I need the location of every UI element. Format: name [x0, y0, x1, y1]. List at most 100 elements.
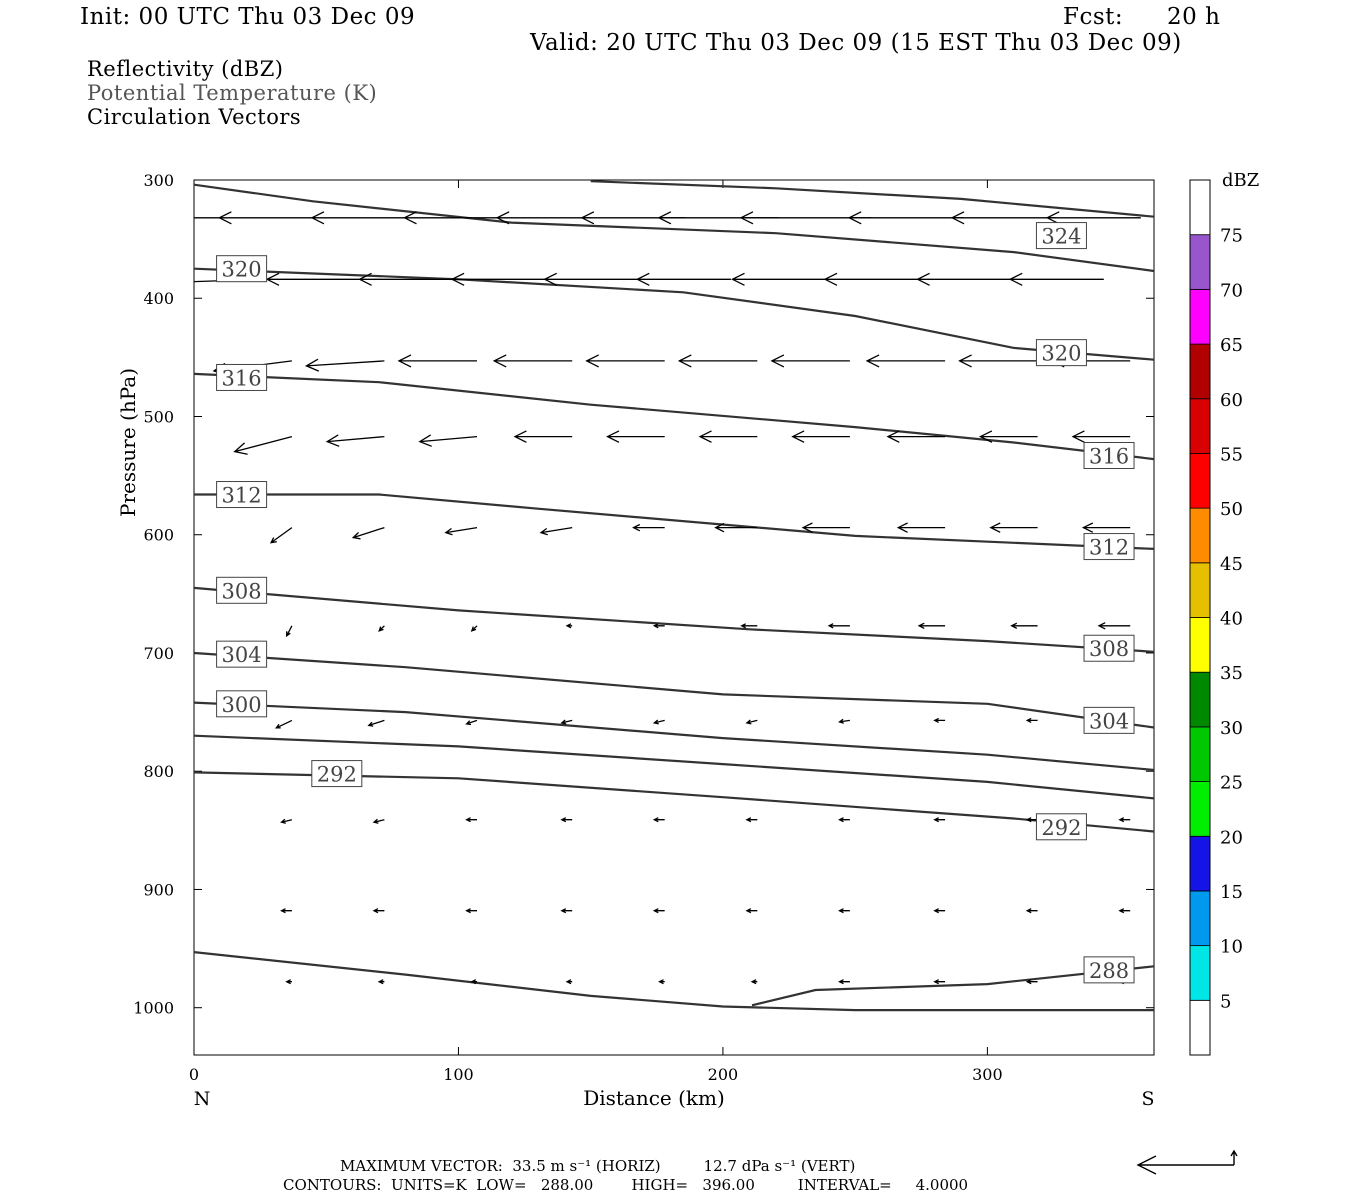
contour-label: 316: [1089, 445, 1129, 469]
wind-vector-arrow: [658, 979, 665, 985]
contour-label-box: [216, 255, 268, 283]
wind-vector-arrow: [958, 354, 1038, 368]
contour-label-box: [1083, 442, 1135, 470]
contour-label-box: [1035, 222, 1087, 250]
wind-vector-arrow: [978, 430, 1038, 443]
contour-label: 308: [222, 579, 262, 603]
contour-label: 304: [1089, 709, 1129, 733]
wind-vector-arrow: [886, 430, 946, 443]
wind-vector-arrow: [933, 817, 946, 823]
wind-vector-arrow: [745, 817, 758, 823]
wind-vector-arrow: [465, 817, 477, 823]
wind-vector-arrow: [801, 522, 850, 533]
wind-vector-arrow: [543, 272, 639, 286]
wind-vector-arrow: [286, 625, 293, 638]
wind-vector-arrow: [377, 979, 385, 985]
colorbar-label: 55: [1220, 444, 1243, 465]
colorbar-label: 65: [1220, 335, 1243, 356]
wind-vector-arrow: [827, 623, 850, 629]
colorbar-band: [1189, 726, 1211, 782]
wind-vector-arrow: [698, 430, 758, 443]
wind-vector-arrow: [847, 211, 964, 225]
wind-vector-arrow: [372, 818, 385, 824]
contour-label: 292: [317, 763, 357, 787]
title-potential-temperature: Potential Temperature (K): [87, 81, 378, 105]
theta-contour-line: [194, 267, 1154, 361]
theta-contour-line: [194, 183, 1154, 273]
contour-label-box: [216, 576, 268, 604]
x-tick-label: 100: [443, 1065, 474, 1084]
wind-vector-arrow: [677, 354, 758, 368]
wind-vector-arrow: [989, 522, 1038, 533]
y-tick-label: 800: [143, 762, 174, 781]
y-tick-label: 500: [143, 407, 174, 426]
wind-vector-arrow: [217, 211, 313, 225]
wind-vector-arrow: [233, 435, 293, 455]
contour-label: 320: [1041, 342, 1081, 366]
wind-vector-arrow: [560, 817, 573, 823]
contours-note: CONTOURS: UNITS=K LOW= 288.00 HIGH= 396.…: [283, 1176, 969, 1194]
contour-label-box: [216, 640, 268, 668]
theta-contour-line: [590, 180, 1154, 218]
wind-vector-arrow: [560, 719, 573, 725]
colorbar-unit: dBZ: [1222, 170, 1259, 191]
wind-vector-arrow: [652, 719, 665, 725]
theta-contour-line: [194, 372, 1154, 461]
title-reflectivity: Reflectivity (dBZ): [87, 57, 284, 81]
colorbar-label: 50: [1220, 499, 1243, 520]
contour-label: 292: [1041, 816, 1081, 840]
wind-vector-arrow: [770, 354, 850, 368]
colorbar-label: 20: [1220, 827, 1243, 848]
theta-contour-line: [751, 965, 1154, 1007]
colorbar-label: 5: [1220, 991, 1231, 1012]
contour-label: 312: [222, 484, 262, 508]
wind-vector-arrow: [513, 430, 573, 443]
wind-vector-arrow: [838, 979, 850, 985]
colorbar-label: 25: [1220, 773, 1243, 794]
wind-vector-arrow: [285, 979, 292, 985]
south-end-label: S: [1141, 1088, 1154, 1110]
wind-vector-arrow: [418, 434, 478, 447]
theta-contour-line: [194, 701, 1154, 772]
wind-vector-arrow: [838, 718, 850, 724]
colorbar-band: [1189, 945, 1211, 1001]
wind-vector-arrow: [606, 430, 665, 443]
contour-label-box: [216, 363, 268, 391]
wind-vector-arrow: [1025, 908, 1038, 914]
colorbar-label: 60: [1220, 390, 1243, 411]
wind-vector-arrow: [280, 818, 293, 824]
wind-vector-arrow: [585, 354, 665, 368]
contour-label-box: [311, 760, 363, 788]
y-tick-label: 400: [143, 289, 174, 308]
wind-vector-arrow: [652, 623, 665, 629]
wind-vector-arrow: [269, 527, 293, 544]
init-time-label: Init: 00 UTC Thu 03 Dec 09: [80, 4, 416, 30]
colorbar-band: [1189, 835, 1211, 892]
colorbar-band: [1189, 179, 1211, 236]
colorbar-frame: [1189, 179, 1211, 1056]
contour-label: 316: [222, 366, 262, 390]
contour-label-box: [1035, 813, 1087, 841]
contour-label-box: [216, 690, 268, 718]
theta-contours: [194, 180, 1154, 1012]
colorbar-label: 15: [1220, 882, 1243, 903]
colorbar-band: [1189, 890, 1211, 947]
wind-vector-arrow: [325, 434, 385, 447]
contour-label: 324: [1041, 225, 1081, 249]
wind-vector-arrow: [194, 217, 221, 219]
contour-label: 312: [1089, 536, 1129, 560]
colorbar-band: [1189, 617, 1211, 673]
wind-vector-arrow: [492, 354, 573, 368]
x-tick-label: 300: [972, 1065, 1003, 1084]
wind-vector-arrow: [933, 908, 946, 914]
forecast-label: Fcst:: [1063, 4, 1124, 30]
contour-label: 320: [222, 258, 262, 282]
y-tick-label: 600: [143, 526, 174, 545]
x-tick-label: 0: [189, 1065, 199, 1084]
contour-label-box: [1083, 706, 1135, 734]
colorbar-band: [1189, 453, 1211, 509]
contour-label: 304: [222, 643, 262, 667]
wind-vector-arrow: [280, 908, 292, 914]
wind-vector-arrow: [397, 354, 477, 368]
contour-label: 288: [1089, 959, 1129, 983]
